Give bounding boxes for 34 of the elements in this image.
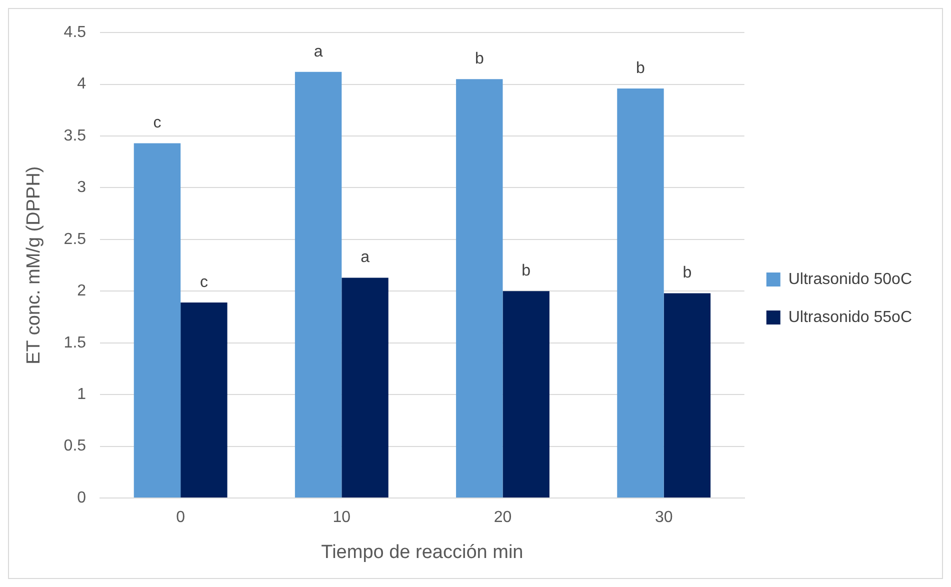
annotation: b [474, 50, 484, 68]
bar [180, 302, 228, 498]
y-tick-label: 2 [77, 282, 86, 300]
y-tick-label: 4 [77, 76, 86, 93]
y-tick-label: 3.5 [64, 127, 86, 144]
bar [502, 291, 550, 498]
annotation: c [153, 114, 162, 132]
bar [664, 293, 711, 498]
y-tick-label: 1 [77, 386, 86, 403]
y-tick-label: 4.5 [64, 24, 86, 42]
y-tick-label: 0.5 [64, 438, 86, 455]
annotation: b [636, 60, 646, 77]
bar [294, 72, 342, 498]
annotation: b [522, 262, 531, 280]
legend-label: Ultrasonido 50oC [788, 270, 912, 288]
bar [617, 88, 664, 498]
annotation: b [682, 264, 692, 282]
y-tick-label: 2.5 [64, 230, 86, 248]
y-tick-label: 3 [77, 179, 86, 196]
x-tick-label: 30 [654, 509, 673, 526]
annotation: c [200, 274, 208, 291]
bar [342, 278, 388, 498]
annotation: a [314, 43, 323, 60]
x-tick-label: 10 [332, 509, 351, 526]
y-tick-label: 1.5 [64, 334, 86, 352]
y-tick-label: 0 [77, 489, 86, 506]
bar [456, 79, 503, 498]
y-axis-title: ET conc. mM/g (DPPH) [24, 166, 45, 364]
legend-label: Ultrasonido 55oC [788, 308, 912, 326]
annotation: a [360, 249, 370, 266]
bar [134, 143, 181, 498]
x-tick-label: 20 [494, 509, 512, 526]
x-axis-title: Tiempo de reacción min [321, 542, 524, 563]
x-tick-label: 0 [176, 509, 186, 526]
